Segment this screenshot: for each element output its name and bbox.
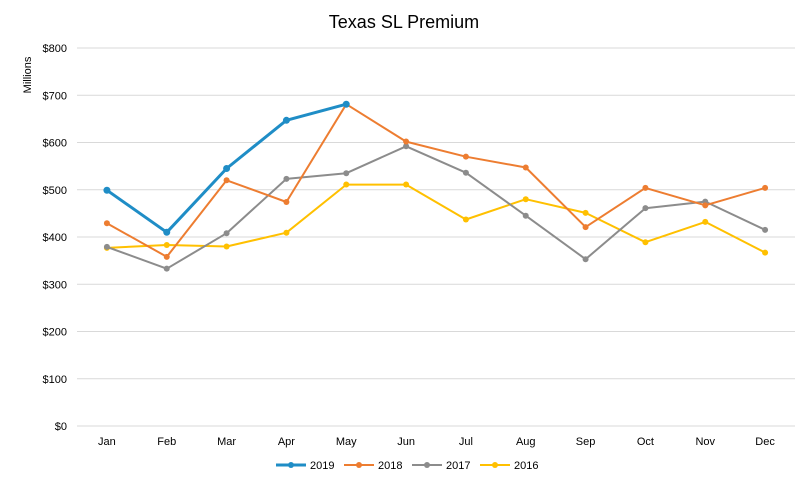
data-point [223,177,230,184]
data-point [762,184,769,191]
x-tick-label: Nov [695,436,715,448]
y-tick-label: $700 [43,90,67,102]
data-point [342,100,350,108]
series-lines [103,100,769,272]
y-tick-label: $300 [43,279,67,291]
legend-swatch-marker [424,462,430,468]
legend-item-2018[interactable]: 2018 [344,460,402,472]
data-point [223,230,230,237]
y-tick-label: $0 [55,421,67,433]
data-point [103,220,110,227]
x-tick-label: Jan [98,436,116,448]
x-tick-label: Dec [755,436,775,448]
legend-item-2019[interactable]: 2019 [276,460,334,472]
data-point [163,265,170,272]
y-tick-label: $800 [43,43,67,55]
x-tick-label: Sep [576,436,596,448]
series-2018 [103,101,769,260]
data-point [343,181,350,188]
legend-swatch-marker [492,462,498,468]
data-point [762,226,769,233]
x-tick-label: Jul [459,436,473,448]
data-point [282,116,290,124]
data-point [522,196,529,203]
data-point [582,256,589,263]
legend-item-2016[interactable]: 2016 [480,460,538,472]
x-tick-label: Oct [637,436,654,448]
gridlines [77,47,795,427]
legend-label: 2018 [378,460,402,472]
data-point [462,216,469,223]
y-axis-ticks: $0 $100 $200 $300 $400 $500 $600 $700 $800 [43,43,67,433]
y-tick-label: $100 [43,374,67,386]
data-point [642,184,649,191]
series-2017 [103,143,769,272]
x-tick-label: Feb [157,436,176,448]
data-point [223,164,231,172]
y-tick-label: $500 [43,185,67,197]
series-line [106,145,766,270]
data-point [582,209,589,216]
data-point [642,205,649,212]
legend-label: 2016 [514,460,538,472]
legend-label: 2017 [446,460,470,472]
data-point [403,143,410,150]
legend[interactable]: 2019 2018 2017 2016 [276,460,538,472]
data-point [163,242,170,249]
data-point [462,153,469,160]
legend-label: 2019 [310,460,334,472]
series-line [106,103,766,258]
x-tick-label: May [336,436,357,448]
data-point [702,202,709,209]
y-tick-label: $200 [43,327,67,339]
y-tick-label: $400 [43,232,67,244]
x-tick-label: Mar [217,436,236,448]
data-point [702,218,709,225]
data-point [522,164,529,171]
x-tick-label: Apr [278,436,295,448]
data-point [462,169,469,176]
data-point [223,243,230,250]
data-point [582,224,589,231]
data-point [642,239,649,246]
data-point [103,186,111,194]
data-point [163,253,170,260]
legend-swatch-marker [356,462,362,468]
x-tick-label: Jun [397,436,415,448]
data-point [283,175,290,182]
x-axis-ticks: Jan Feb Mar Apr May Jun Jul Aug Sep Oct Nov Dec [98,436,775,448]
chart-title: Texas SL Premium [329,12,479,32]
data-point [762,249,769,256]
legend-item-2017[interactable]: 2017 [412,460,470,472]
data-point [522,212,529,219]
y-tick-label: $600 [43,138,67,150]
data-point [163,228,171,236]
data-point [403,138,410,145]
data-point [283,229,290,236]
y-axis-label: Millions [22,56,34,93]
series-2019 [103,100,350,236]
series-line [106,183,766,254]
data-point [283,199,290,206]
legend-swatch-marker [288,462,294,468]
data-point [343,170,350,177]
data-point [403,181,410,188]
data-point [103,243,110,250]
x-tick-label: Aug [516,436,536,448]
